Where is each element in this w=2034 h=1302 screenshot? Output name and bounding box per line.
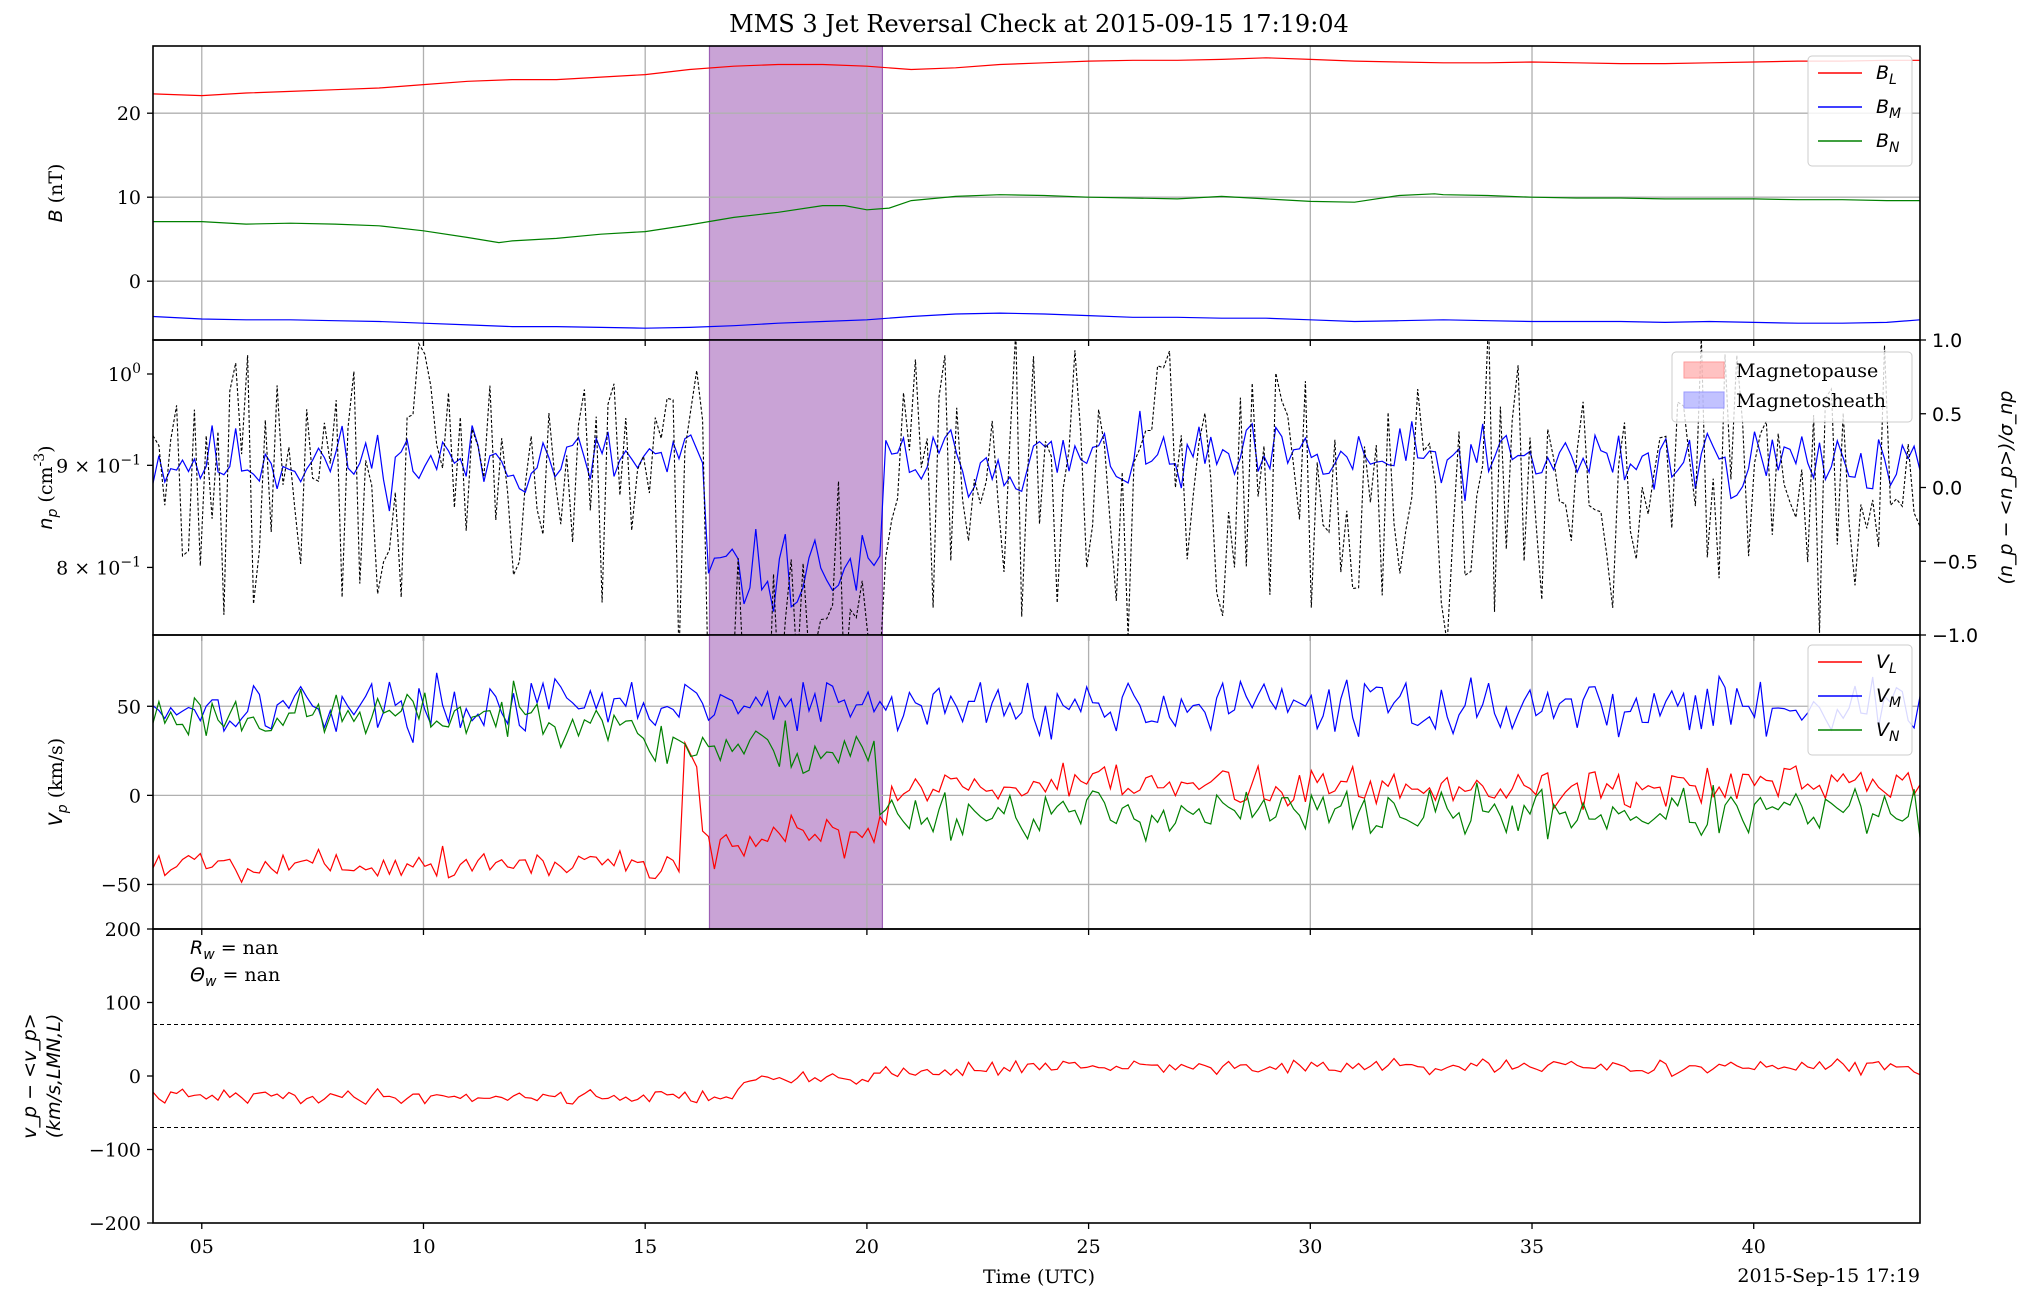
series-line-normalized-n-p — [153, 340, 1920, 635]
legend-swatch — [1683, 361, 1725, 379]
x-axis-label: Time (UTC) — [983, 1266, 1095, 1288]
right-y-tick-label: 0.0 — [1932, 478, 1962, 500]
series-group — [153, 57, 1920, 329]
legend-box — [1671, 351, 1913, 423]
annotation: Rw = nan — [190, 937, 278, 963]
y-tick-label: −50 — [101, 874, 141, 896]
series-group — [153, 340, 1920, 635]
x-tick-label: 30 — [1298, 1236, 1322, 1258]
legend-label: BN — [1876, 130, 1900, 156]
x-tick-label: 25 — [1077, 1236, 1101, 1258]
right-y-tick-label: −1.0 — [1932, 625, 1978, 647]
y-tick-label: 20 — [117, 103, 141, 125]
legend: VL VM VN — [1807, 644, 1913, 756]
panel-Vp: −50 0 50 Vp (km/s) VL VM VN — [45, 634, 1921, 935]
right-y-tick-label: 1.0 — [1932, 330, 1962, 352]
panel-dvp: −200 −100 0 100 200 v_p − <v_p> (km/s,LMN,L) Rw… — [19, 919, 1921, 1235]
x-tick-label: 15 — [633, 1236, 657, 1258]
panel-np: 8 × 10−1 9 × 10−1 100 np (cm-3) −1.0 −0.5 0.0 0… — [32, 330, 2017, 647]
series-line-V-N — [153, 680, 1920, 844]
series-line-B-N — [153, 193, 1920, 244]
panel-frame — [152, 45, 1921, 341]
right-y-tick-label: 0.5 — [1932, 404, 1962, 426]
legend-label: VM — [1876, 685, 1901, 711]
legend: BL BM BN — [1807, 55, 1913, 167]
legend-label: VL — [1876, 651, 1897, 677]
y-axis-label: v_p − <v_p> — [19, 1013, 41, 1138]
y-tick-label: −200 — [89, 1213, 141, 1235]
y-tick-label: 10 — [117, 187, 141, 209]
y-axis-label: B (nT) — [45, 164, 67, 223]
y-tick-label: 50 — [117, 696, 141, 718]
legend-label: Magnetopause — [1736, 360, 1878, 382]
legend-box — [1807, 55, 1913, 167]
y-tick-label: 0 — [129, 1066, 141, 1088]
legend-label: VN — [1876, 719, 1900, 745]
series-line-B-M — [153, 312, 1920, 329]
y-tick-label: 0 — [129, 271, 141, 293]
highlight-span — [708, 45, 884, 341]
x-tick-label: 35 — [1520, 1236, 1544, 1258]
y-tick-label: −100 — [89, 1140, 141, 1162]
series-line-v-p-v-p- — [153, 1057, 1920, 1105]
y-axis-label: np (cm-3) — [32, 445, 61, 529]
panel-frame — [152, 928, 1921, 1224]
legend-box — [1807, 644, 1913, 756]
y-axis-label-units: (km/s,LMN,L) — [43, 1014, 65, 1139]
right-y-axis-label: (n_p − <n_p>)/σ_np — [1995, 391, 2017, 585]
y-axis-label: Vp (km/s) — [45, 738, 71, 826]
y-tick-label: 200 — [105, 919, 141, 941]
series-group — [153, 672, 1920, 884]
series-line-V-L — [153, 740, 1920, 884]
y-tick-label: 9 × 10−1 — [56, 452, 141, 477]
x-axis-offset-label: 2015-Sep-15 17:19 — [1737, 1265, 1920, 1287]
y-tick-label: 0 — [129, 785, 141, 807]
annotation: Θw = nan — [190, 964, 280, 990]
y-tick-label: 100 — [105, 993, 141, 1015]
legend-label: Magnetosheath — [1736, 390, 1886, 412]
series-line-B-L — [153, 57, 1920, 97]
chart-title: MMS 3 Jet Reversal Check at 2015-09-15 1… — [729, 10, 1349, 38]
legend-label: BL — [1876, 62, 1897, 88]
right-y-tick-label: −0.5 — [1932, 551, 1978, 573]
x-tick-label: 05 — [190, 1236, 214, 1258]
highlight-span — [708, 339, 884, 636]
legend: Magnetopause Magnetosheath — [1671, 351, 1913, 423]
series-line-n-p — [153, 410, 1920, 612]
highlight-span — [708, 634, 884, 930]
series-group — [153, 1057, 1920, 1105]
x-tick-label: 40 — [1742, 1236, 1766, 1258]
legend-label: BM — [1876, 96, 1901, 122]
x-tick-label: 10 — [411, 1236, 435, 1258]
legend-swatch — [1683, 391, 1725, 409]
y-tick-label: 8 × 10−1 — [56, 554, 141, 579]
y-tick-label: 100 — [108, 361, 141, 386]
panel-B: 0 10 20 B (nT) BL BM BN — [45, 45, 1921, 346]
series-line-V-M — [153, 672, 1920, 743]
x-tick-label: 20 — [855, 1236, 879, 1258]
